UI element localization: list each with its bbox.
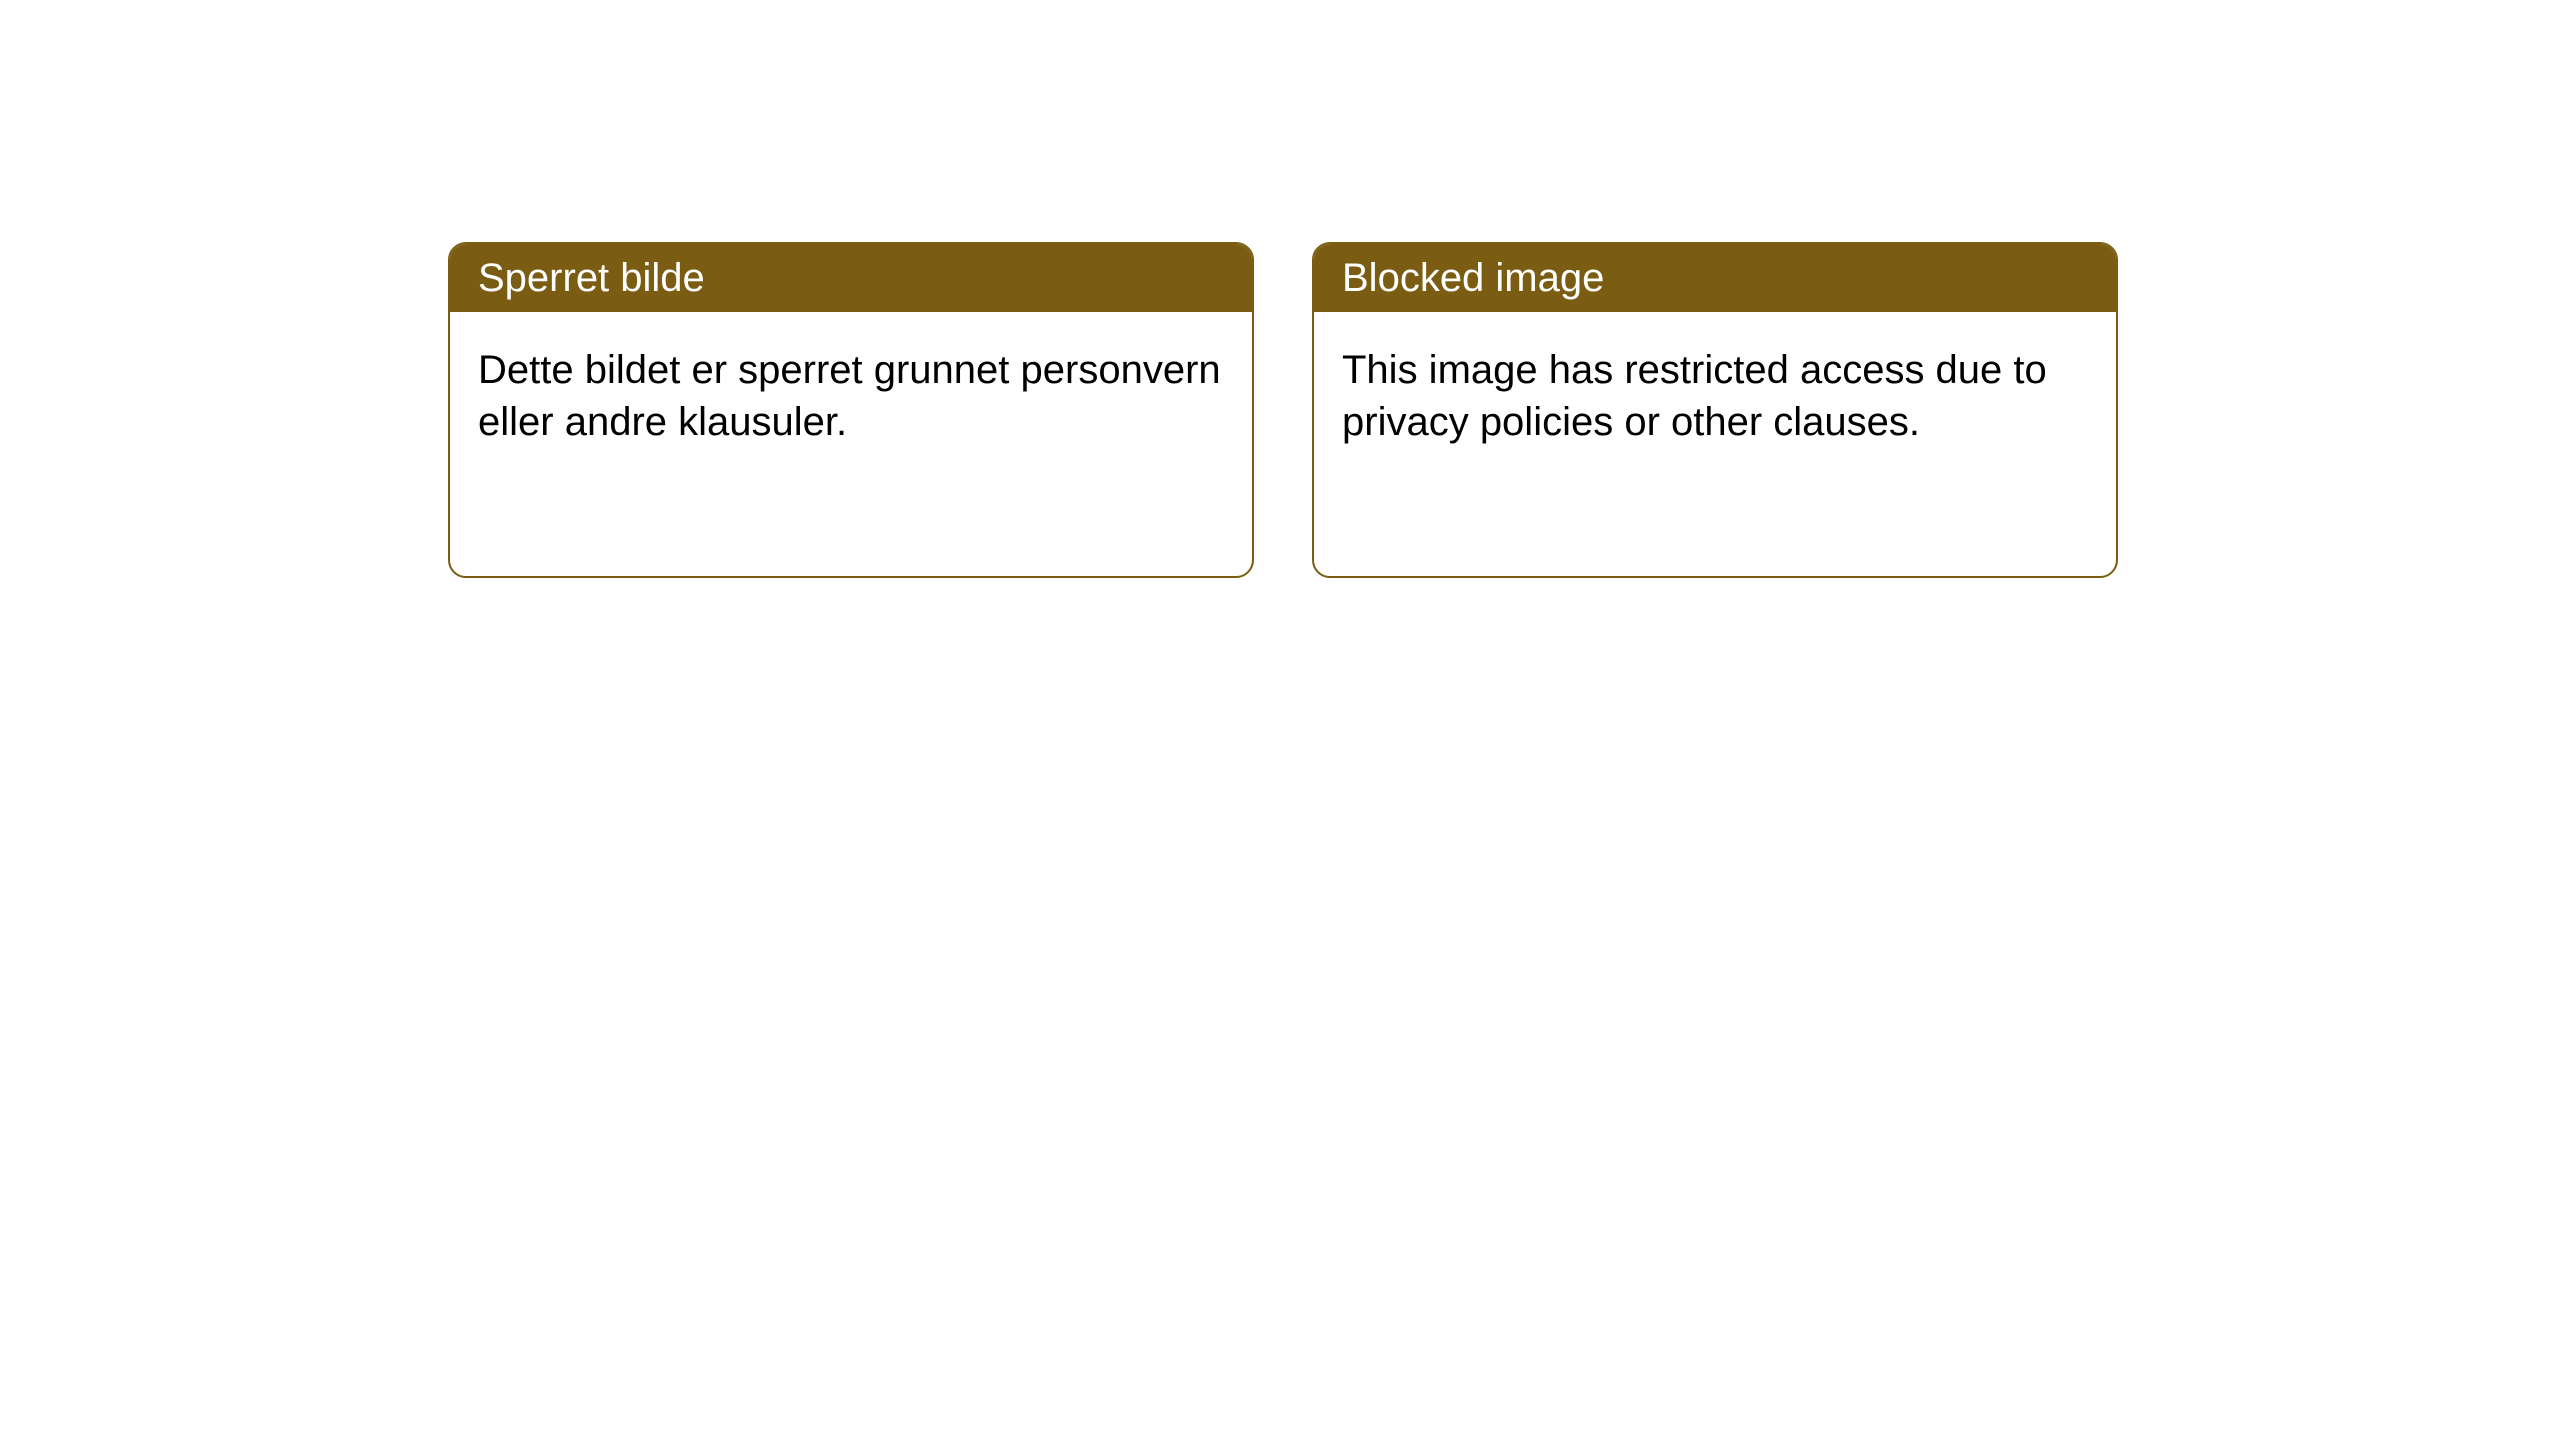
- notice-card-english: Blocked image This image has restricted …: [1312, 242, 2118, 578]
- notice-container: Sperret bilde Dette bildet er sperret gr…: [448, 242, 2118, 578]
- notice-card-norwegian: Sperret bilde Dette bildet er sperret gr…: [448, 242, 1254, 578]
- notice-header-norwegian: Sperret bilde: [450, 244, 1252, 312]
- notice-header-english: Blocked image: [1314, 244, 2116, 312]
- notice-body-norwegian: Dette bildet er sperret grunnet personve…: [450, 312, 1252, 480]
- notice-body-english: This image has restricted access due to …: [1314, 312, 2116, 480]
